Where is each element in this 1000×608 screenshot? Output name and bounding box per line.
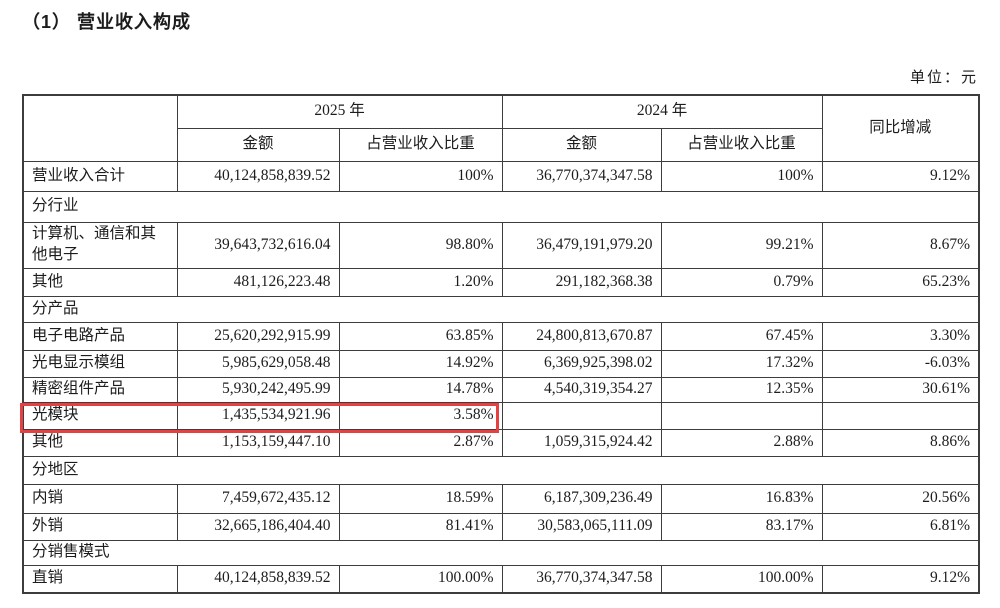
cell-yoy: 8.86% (821, 428, 980, 457)
section-row-by-product: 分产品 (22, 295, 980, 323)
table-row: 电子电路产品 25,620,292,915.99 63.85% 24,800,8… (22, 321, 980, 351)
cell-share-2024: 83.17% (660, 512, 823, 541)
cell-amount-2025: 1,153,159,447.10 (176, 428, 340, 457)
header-cell-share-2025: 占营业收入比重 (338, 127, 503, 162)
table-row: 其他 1,153,159,447.10 2.87% 1,059,315,924.… (22, 428, 980, 457)
section-label: 分产品 (22, 295, 980, 323)
cell-amount-2024: 6,369,925,398.02 (501, 349, 662, 378)
row-label: 内销 (22, 483, 178, 514)
table-row: 光电显示模组 5,985,629,058.48 14.92% 6,369,925… (22, 349, 980, 378)
cell-share-2024 (660, 401, 823, 430)
cell-share-2025: 18.59% (338, 483, 503, 514)
cell-yoy: -6.03% (821, 349, 980, 378)
cell-amount-2024 (501, 401, 662, 430)
unit-label: 单位：元 (909, 70, 978, 86)
header-cell-yoy: 同比增减 (821, 94, 980, 162)
table-row: 内销 7,459,672,435.12 18.59% 6,187,309,236… (22, 483, 980, 514)
table-row: 其他 481,126,223.48 1.20% 291,182,368.38 0… (22, 267, 980, 297)
cell-share-2024: 17.32% (660, 349, 823, 378)
cell-share-2025: 81.41% (338, 512, 503, 541)
section-label: 分地区 (22, 455, 980, 485)
row-label: 外销 (22, 512, 178, 541)
cell-share-2025: 14.92% (338, 349, 503, 378)
cell-yoy: 9.12% (821, 564, 980, 594)
table-header-row-years: 2025 年 2024 年 同比增减 (22, 94, 980, 162)
cell-share-2024: 2.88% (660, 428, 823, 457)
section-row-by-sales-model: 分销售模式 (22, 539, 980, 566)
cell-amount-2024: 36,479,191,979.20 (501, 221, 662, 269)
page-title: （1） 营业收入构成 (22, 12, 192, 32)
cell-share-2024: 12.35% (660, 376, 823, 403)
cell-amount-2025: 5,985,629,058.48 (176, 349, 340, 378)
section-row-by-region: 分地区 (22, 455, 980, 485)
cell-share-2025: 100% (338, 160, 503, 192)
cell-amount-2024: 6,187,309,236.49 (501, 483, 662, 514)
cell-yoy: 20.56% (821, 483, 980, 514)
cell-amount-2024: 30,583,065,111.09 (501, 512, 662, 541)
header-cell-2025: 2025 年 (176, 94, 503, 129)
table-row: 直销 40,124,858,839.52 100.00% 36,770,374,… (22, 564, 980, 594)
cell-amount-2024: 291,182,368.38 (501, 267, 662, 297)
table-row: 计算机、通信和其他电子 39,643,732,616.04 98.80% 36,… (22, 221, 980, 269)
header-cell-amount-2025: 金额 (176, 127, 340, 162)
cell-share-2024: 0.79% (660, 267, 823, 297)
cell-share-2025: 3.58% (338, 401, 503, 430)
cell-amount-2025: 32,665,186,404.40 (176, 512, 340, 541)
cell-share-2025: 100.00% (338, 564, 503, 594)
row-label: 精密组件产品 (22, 376, 178, 403)
cell-amount-2025: 40,124,858,839.52 (176, 160, 340, 192)
cell-amount-2025: 7,459,672,435.12 (176, 483, 340, 514)
cell-share-2025: 63.85% (338, 321, 503, 351)
cell-share-2024: 100.00% (660, 564, 823, 594)
row-label: 光电显示模组 (22, 349, 178, 378)
cell-share-2025: 2.87% (338, 428, 503, 457)
cell-yoy: 30.61% (821, 376, 980, 403)
row-label: 光模块 (22, 401, 178, 430)
cell-amount-2025: 39,643,732,616.04 (176, 221, 340, 269)
cell-amount-2025: 481,126,223.48 (176, 267, 340, 297)
row-label: 计算机、通信和其他电子 (22, 221, 178, 269)
cell-yoy: 65.23% (821, 267, 980, 297)
header-cell-share-2024: 占营业收入比重 (660, 127, 823, 162)
header-cell-empty (22, 94, 178, 162)
row-label: 营业收入合计 (22, 160, 178, 192)
header-cell-amount-2024: 金额 (501, 127, 662, 162)
cell-amount-2025: 1,435,534,921.96 (176, 401, 340, 430)
header-cell-2024: 2024 年 (501, 94, 823, 129)
row-label: 直销 (22, 564, 178, 594)
cell-amount-2025: 40,124,858,839.52 (176, 564, 340, 594)
table-row: 精密组件产品 5,930,242,495.99 14.78% 4,540,319… (22, 376, 980, 403)
section-label: 分行业 (22, 190, 980, 223)
cell-amount-2024: 24,800,813,670.87 (501, 321, 662, 351)
cell-amount-2024: 36,770,374,347.58 (501, 160, 662, 192)
cell-amount-2025: 5,930,242,495.99 (176, 376, 340, 403)
row-label: 其他 (22, 267, 178, 297)
cell-yoy: 8.67% (821, 221, 980, 269)
section-label: 分销售模式 (22, 539, 980, 566)
table-header-row-metrics: 金额 占营业收入比重 金额 占营业收入比重 (23, 127, 979, 162)
section-row-by-industry: 分行业 (22, 190, 980, 223)
cell-share-2025: 14.78% (338, 376, 503, 403)
cell-yoy: 6.81% (821, 512, 980, 541)
table-row-optical-module: 光模块 1,435,534,921.96 3.58% (22, 401, 980, 430)
cell-amount-2024: 4,540,319,354.27 (501, 376, 662, 403)
cell-share-2024: 16.83% (660, 483, 823, 514)
cell-share-2025: 1.20% (338, 267, 503, 297)
row-label: 其他 (22, 428, 178, 457)
cell-amount-2024: 1,059,315,924.42 (501, 428, 662, 457)
cell-yoy (821, 401, 980, 430)
table-row-total-revenue: 营业收入合计 40,124,858,839.52 100% 36,770,374… (22, 160, 980, 192)
revenue-composition-table: 2025 年 2024 年 同比增减 金额 占营业收入比重 金额 占营业收入比重… (22, 94, 981, 594)
cell-amount-2025: 25,620,292,915.99 (176, 321, 340, 351)
cell-amount-2024: 36,770,374,347.58 (501, 564, 662, 594)
cell-share-2024: 67.45% (660, 321, 823, 351)
cell-share-2025: 98.80% (338, 221, 503, 269)
table-row: 外销 32,665,186,404.40 81.41% 30,583,065,1… (22, 512, 980, 541)
cell-share-2024: 99.21% (660, 221, 823, 269)
row-label: 电子电路产品 (22, 321, 178, 351)
cell-yoy: 3.30% (821, 321, 980, 351)
cell-share-2024: 100% (660, 160, 823, 192)
cell-yoy: 9.12% (821, 160, 980, 192)
